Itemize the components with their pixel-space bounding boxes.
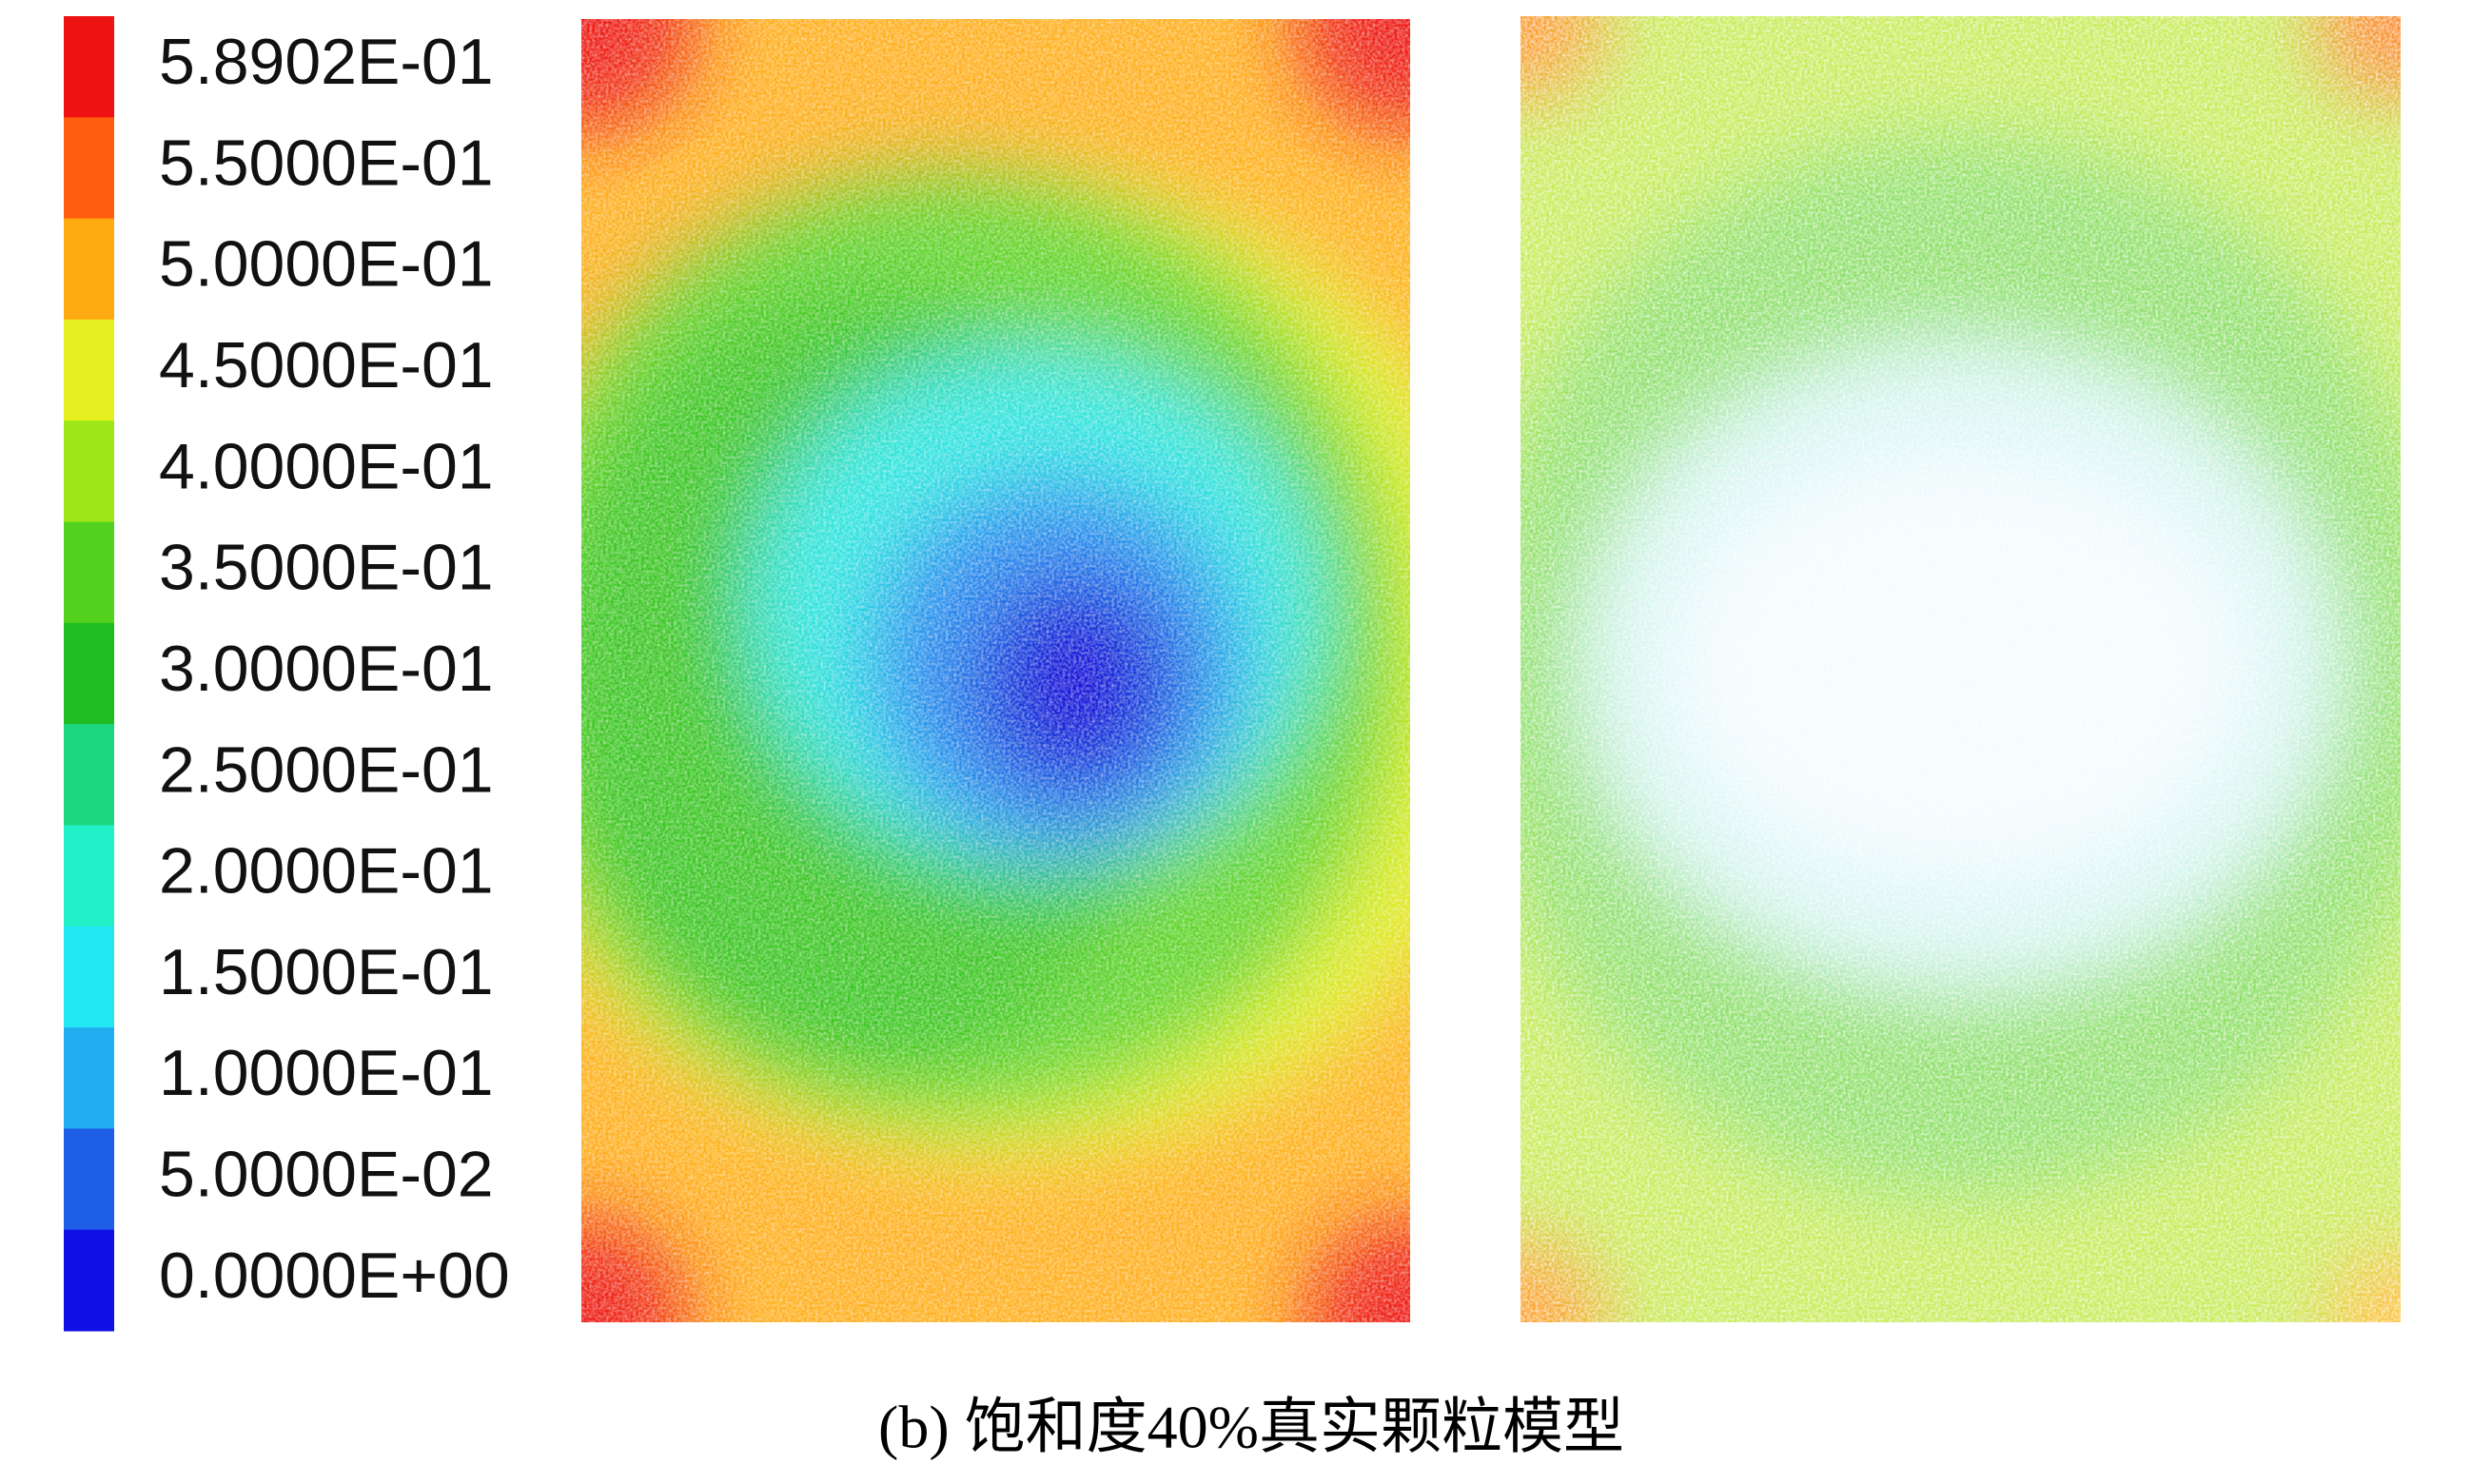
colorbar-labels: 5.8902E-01 5.5000E-01 5.0000E-01 4.5000E-01… [159, 26, 510, 1312]
colorbar-band [64, 218, 114, 321]
colorbar-label: 5.0000E-02 [159, 1139, 494, 1211]
colorbar-band [64, 1027, 114, 1129]
colorbar-band [64, 117, 114, 220]
caption: (b) 饱和度40%真实颗粒模型 [878, 1394, 1624, 1461]
colorbar-band [64, 521, 114, 624]
colorbar-label: 3.0000E-01 [159, 633, 494, 705]
colorbar-band [64, 622, 114, 725]
colorbar-label: 4.5000E-01 [159, 329, 494, 401]
saturation-contour-panel [581, 19, 1410, 1322]
colorbar-label: 3.5000E-01 [159, 532, 494, 604]
colorbar-label: 2.0000E-01 [159, 835, 494, 908]
colorbar-band [64, 16, 114, 118]
colorbar-band [64, 420, 114, 523]
colorbar-label: 0.0000E+00 [159, 1240, 510, 1312]
colorbar-label: 5.8902E-01 [159, 26, 494, 98]
colorbar-band [64, 724, 114, 826]
colorbar-label: 5.5000E-01 [159, 127, 494, 199]
colorbar-label: 4.0000E-01 [159, 430, 494, 502]
colorbar-label: 1.0000E-01 [159, 1037, 494, 1109]
colorbar-label: 5.0000E-01 [159, 228, 494, 301]
colorbar-band [64, 926, 114, 1028]
colorbar-band [64, 1229, 114, 1332]
colorbar-band [64, 1128, 114, 1231]
velocity-panel [1520, 16, 2401, 1322]
colorbar-label: 2.5000E-01 [159, 733, 494, 806]
colorbar-band [64, 825, 114, 928]
colorbar-band [64, 319, 114, 421]
colorbar [64, 16, 114, 1332]
colorbar-label: 1.5000E-01 [159, 936, 494, 1008]
